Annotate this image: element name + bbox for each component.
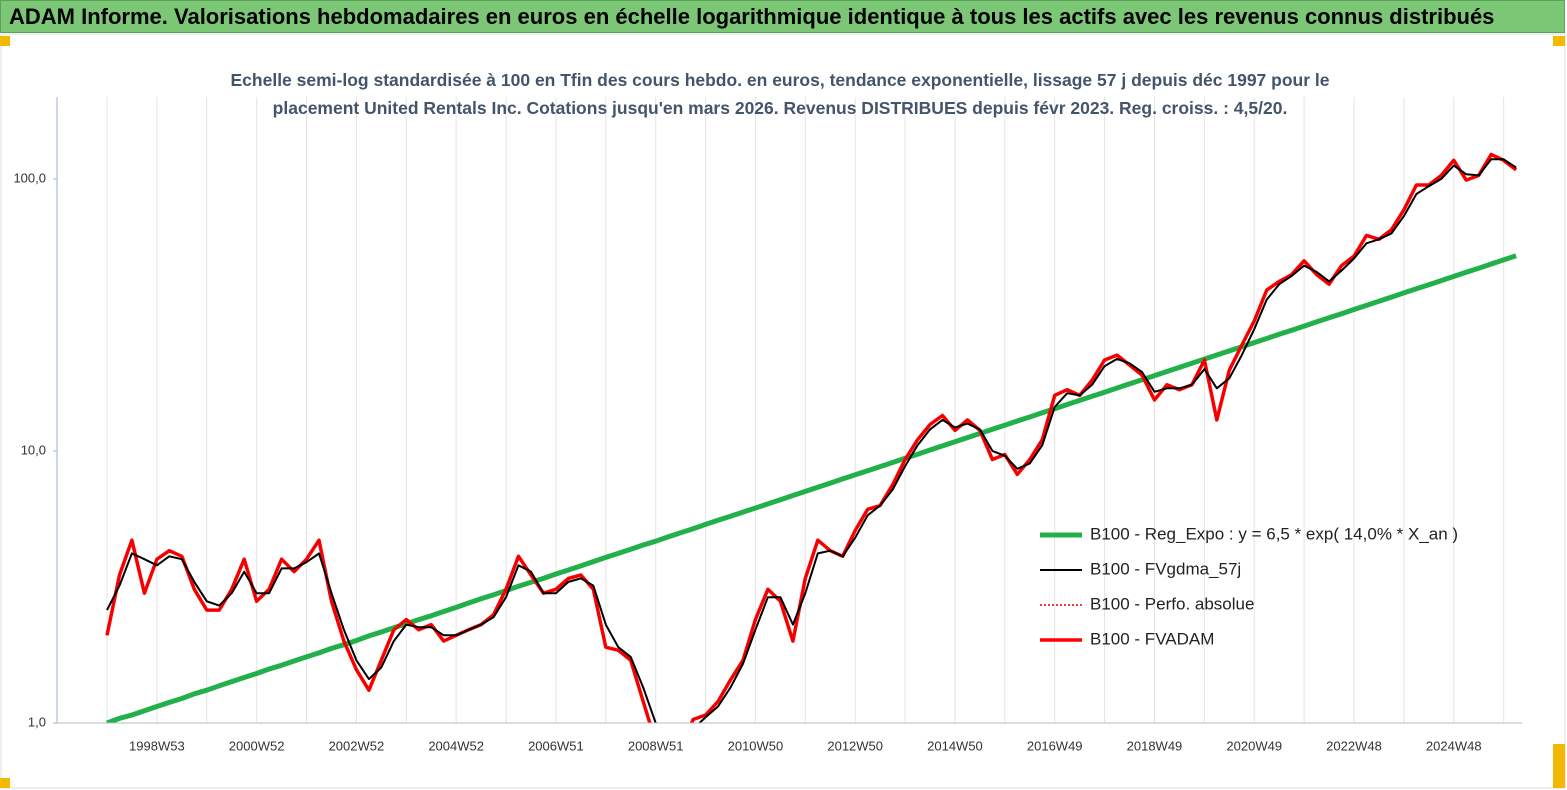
x-tick-label: 2008W51 bbox=[628, 738, 684, 753]
series-line bbox=[106, 158, 1517, 723]
x-tick-label: 2000W52 bbox=[229, 738, 285, 753]
legend-label: B100 - Perfo. absolue bbox=[1090, 594, 1254, 613]
x-tick-label: 2018W49 bbox=[1127, 738, 1183, 753]
y-tick-label: 100,0 bbox=[13, 170, 46, 185]
legend-label: B100 - FVADAM bbox=[1090, 629, 1214, 648]
series-line bbox=[106, 153, 1517, 723]
x-tick-label: 2004W52 bbox=[428, 738, 484, 753]
x-tick-label: 2016W49 bbox=[1027, 738, 1083, 753]
corner bbox=[0, 36, 10, 46]
x-tick-label: 2020W49 bbox=[1226, 738, 1282, 753]
x-tick-label: 2024W48 bbox=[1426, 738, 1482, 753]
corner bbox=[0, 778, 10, 788]
corner bbox=[1553, 744, 1565, 788]
x-tick-label: 2002W52 bbox=[329, 738, 385, 753]
x-tick-label: 2022W48 bbox=[1326, 738, 1382, 753]
y-tick-label: 1,0 bbox=[28, 714, 46, 729]
header-title: ADAM Informe. Valorisations hebdomadaire… bbox=[0, 0, 1565, 33]
x-tick-label: 1998W53 bbox=[129, 738, 185, 753]
x-tick-label: 2006W51 bbox=[528, 738, 584, 753]
legend-label: B100 - Reg_Expo : y = 6,5 * exp( 14,0% *… bbox=[1090, 524, 1458, 543]
frame bbox=[0, 33, 1566, 789]
series-line bbox=[106, 253, 1517, 723]
x-tick-label: 2010W50 bbox=[728, 738, 784, 753]
chart-title: Echelle semi-log standardisée à 100 en T… bbox=[230, 70, 1330, 118]
x-tick-label: 2014W50 bbox=[927, 738, 983, 753]
legend-label: B100 - FVgdma_57j bbox=[1090, 559, 1241, 578]
corner bbox=[1553, 36, 1565, 46]
series-line bbox=[105, 152, 1518, 723]
y-tick-label: 10,0 bbox=[21, 442, 46, 457]
x-tick-label: 2012W50 bbox=[827, 738, 883, 753]
